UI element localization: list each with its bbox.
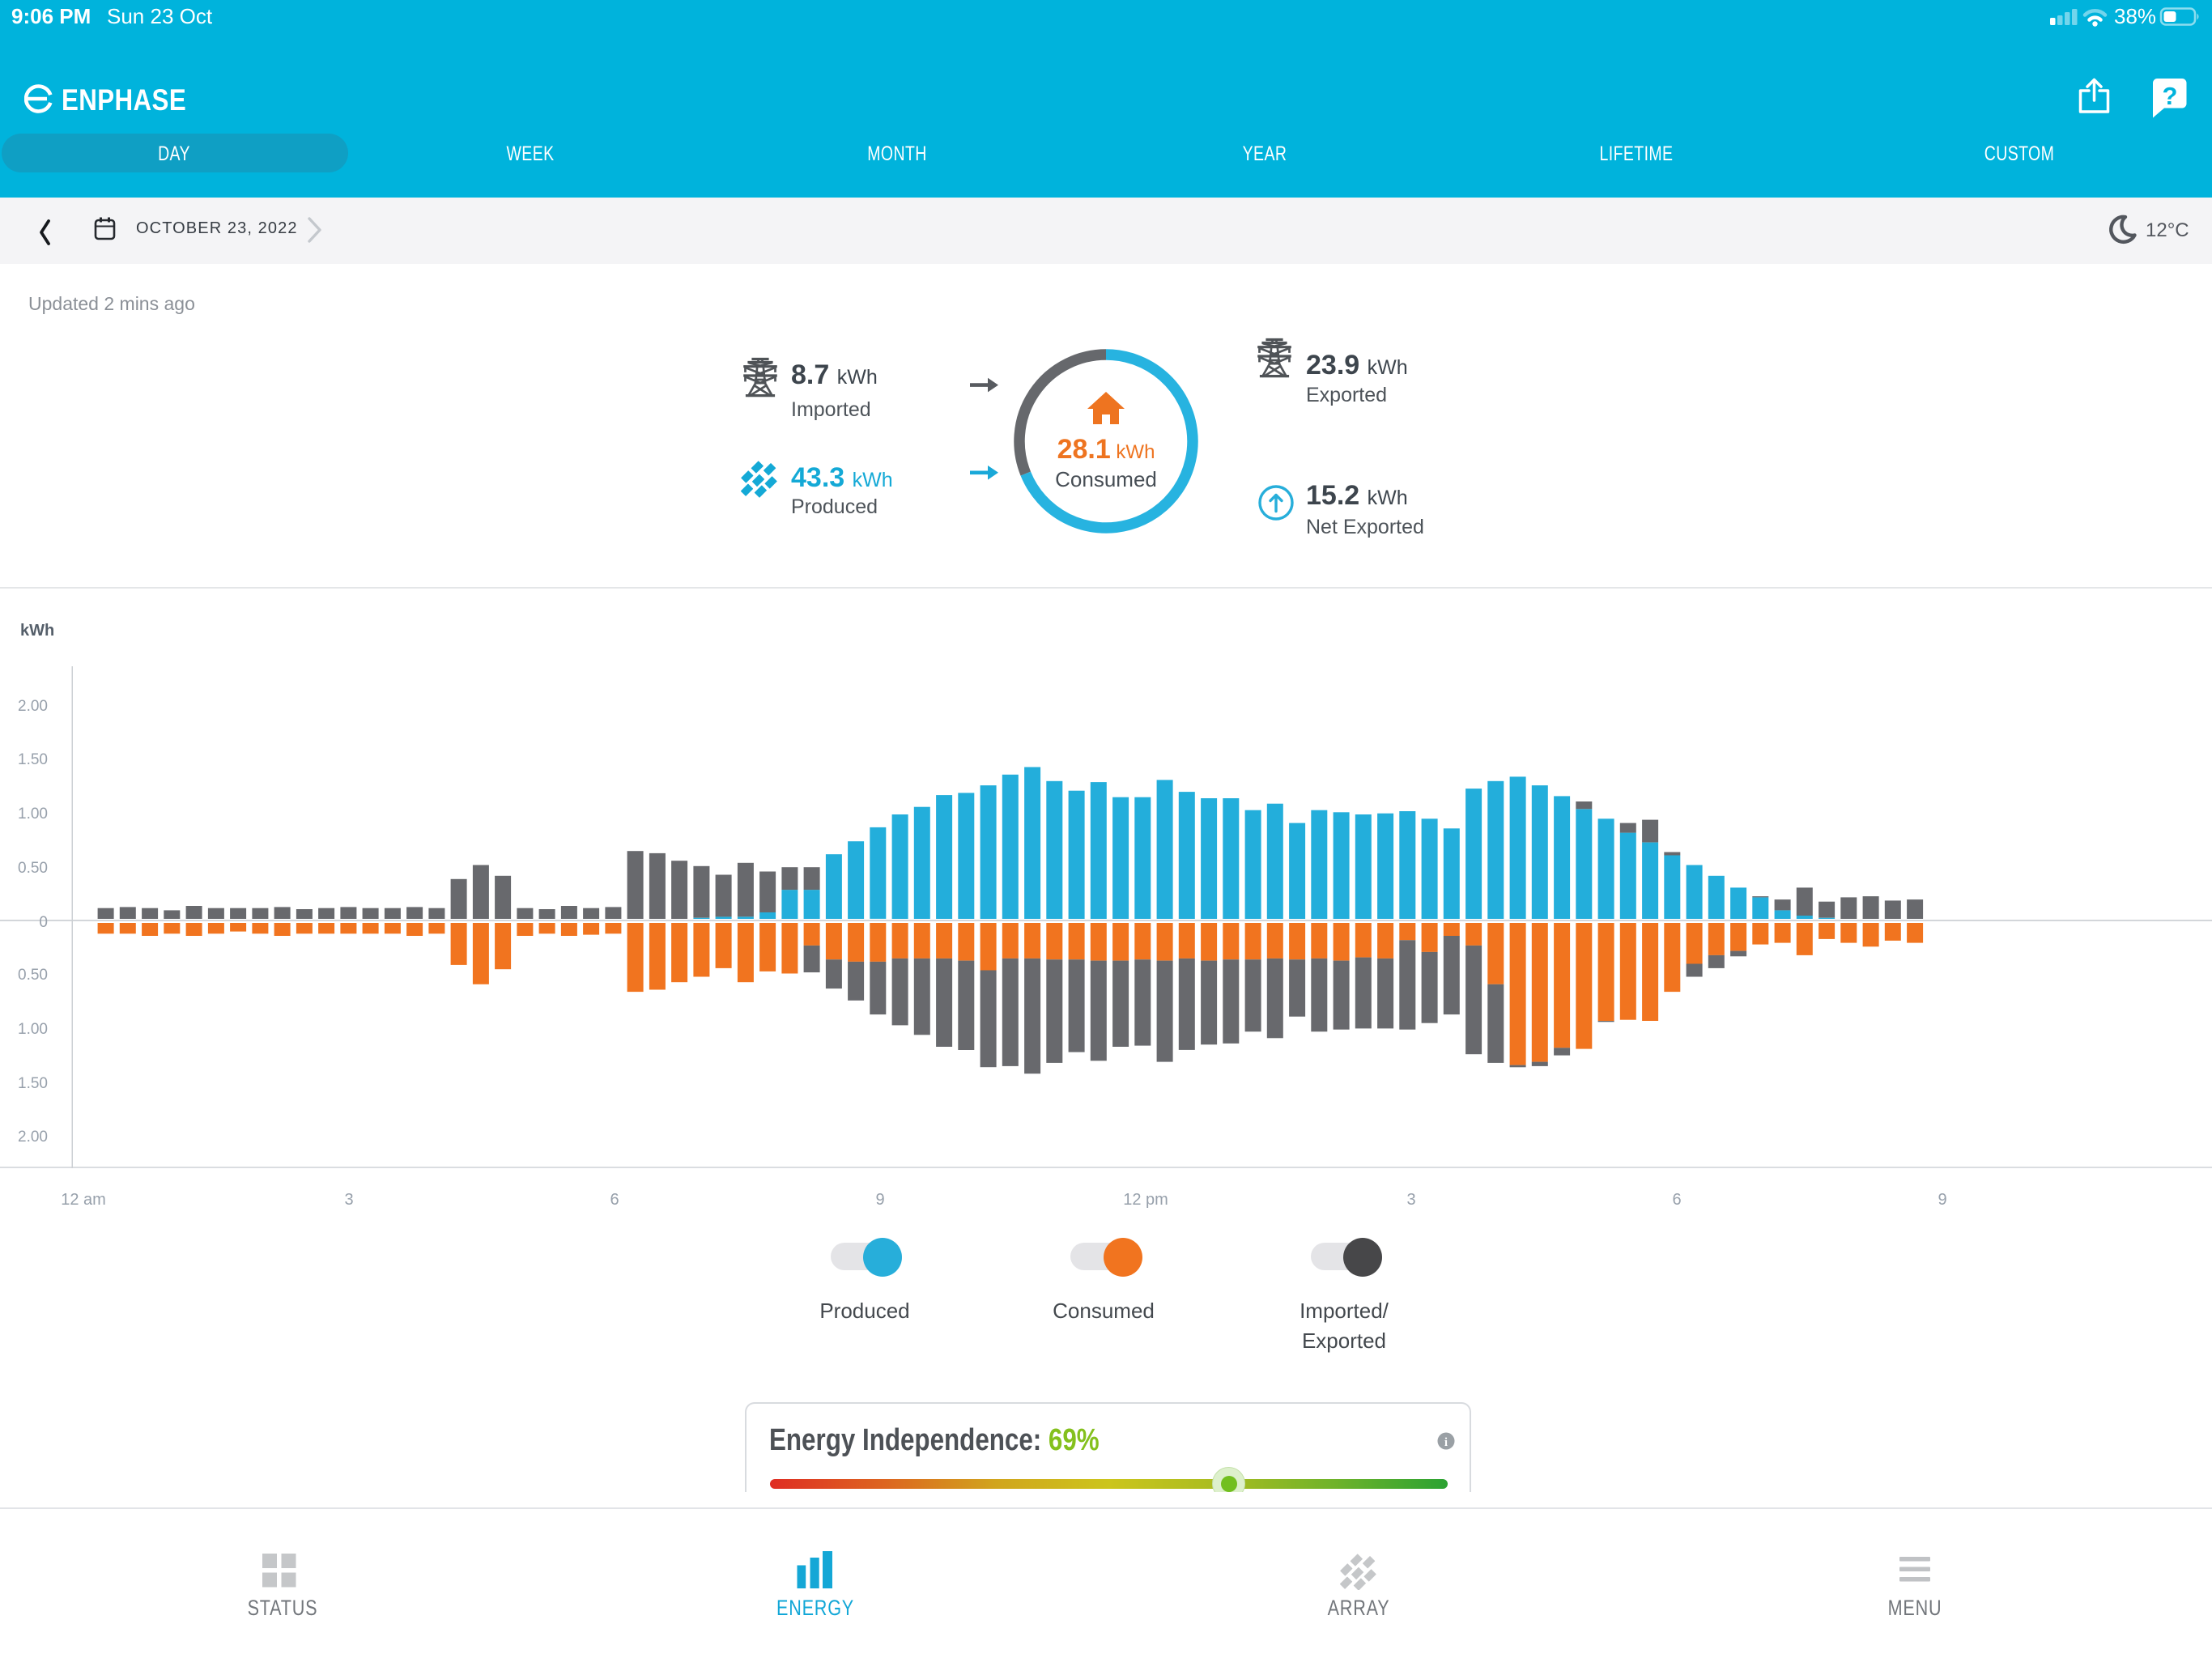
- svg-text:1.50: 1.50: [18, 751, 48, 768]
- svg-text:2.00: 2.00: [18, 698, 48, 715]
- svg-text:i: i: [1444, 1436, 1448, 1449]
- svg-text:kWh: kWh: [20, 622, 54, 640]
- svg-text:3: 3: [1406, 1191, 1415, 1209]
- svg-text:0.50: 0.50: [18, 967, 48, 984]
- svg-text:9: 9: [1938, 1191, 1946, 1209]
- svg-text:6: 6: [610, 1191, 619, 1209]
- svg-text:1.50: 1.50: [18, 1075, 48, 1092]
- svg-text:?: ?: [2163, 82, 2178, 110]
- svg-text:12 am: 12 am: [61, 1191, 106, 1209]
- svg-text:3: 3: [344, 1191, 353, 1209]
- svg-text:0: 0: [39, 914, 48, 931]
- svg-text:0.50: 0.50: [18, 860, 48, 877]
- svg-text:1.00: 1.00: [18, 806, 48, 823]
- svg-text:9: 9: [875, 1191, 884, 1209]
- svg-text:12 pm: 12 pm: [1123, 1191, 1168, 1209]
- svg-text:6: 6: [1672, 1191, 1681, 1209]
- svg-text:1.00: 1.00: [18, 1021, 48, 1038]
- svg-text:2.00: 2.00: [18, 1129, 48, 1146]
